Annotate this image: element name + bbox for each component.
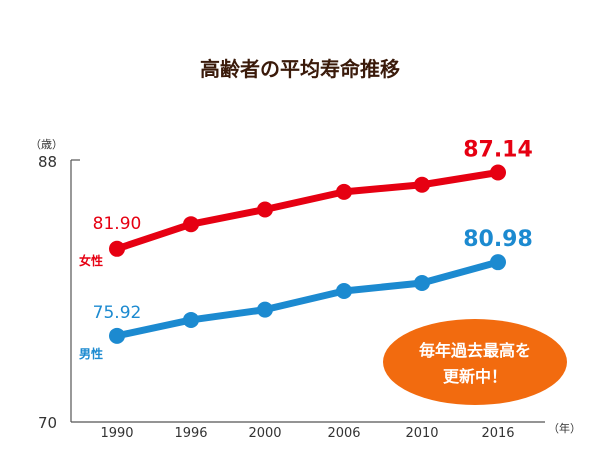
data-point-1-2010 [414, 274, 430, 291]
y-axis-unit: （歳） [30, 138, 63, 151]
y-tick-label-top: 88 [38, 153, 57, 171]
x-tick-label-1996: 1996 [174, 426, 207, 441]
data-point-0-2000 [257, 201, 273, 218]
data-point-0-2010 [414, 176, 430, 193]
x-tick-label-2000: 2000 [248, 426, 281, 441]
series-name-label-0: 女性 [79, 253, 103, 268]
data-point-1-2016 [490, 254, 506, 271]
data-point-0-2016 [490, 164, 506, 181]
data-point-1-1990 [109, 327, 125, 344]
series-line-1 [113, 258, 502, 340]
y-tick-label-bottom: 70 [38, 414, 57, 432]
x-tick-labels: 1990 1996 2000 2006 2010 2016 [100, 426, 514, 441]
series-name-label-1: 男性 [79, 346, 103, 361]
last-value-label-1: 80.98 [463, 227, 533, 252]
badge-line-2: 更新中！ [443, 367, 507, 386]
chart-title: 高齢者の平均寿命推移 [200, 57, 400, 81]
record-annotation-badge: 毎年過去最高を 更新中！ [383, 319, 567, 405]
x-tick-label-2006: 2006 [327, 426, 360, 441]
first-value-label-1: 75.92 [93, 303, 142, 323]
x-tick-label-2010: 2010 [405, 426, 438, 441]
series-layer: 女性 81.90 87.14 男性 75.92 80.98 [79, 138, 533, 361]
last-value-label-0: 87.14 [463, 138, 533, 163]
data-point-1-1996 [183, 311, 199, 328]
data-point-0-2006 [336, 183, 352, 200]
first-value-label-0: 81.90 [93, 214, 142, 234]
data-point-1-2006 [336, 283, 352, 299]
data-point-1-2000 [257, 301, 273, 318]
x-tick-label-2016: 2016 [481, 426, 514, 441]
x-tick-label-1990: 1990 [100, 426, 133, 441]
badge-line-1: 毎年過去最高を [419, 341, 531, 360]
x-axis-unit: （年） [548, 421, 581, 435]
data-point-0-1990 [109, 240, 125, 257]
series-line-0 [113, 169, 502, 253]
badge-ellipse [383, 319, 567, 405]
data-point-0-1996 [183, 216, 199, 233]
